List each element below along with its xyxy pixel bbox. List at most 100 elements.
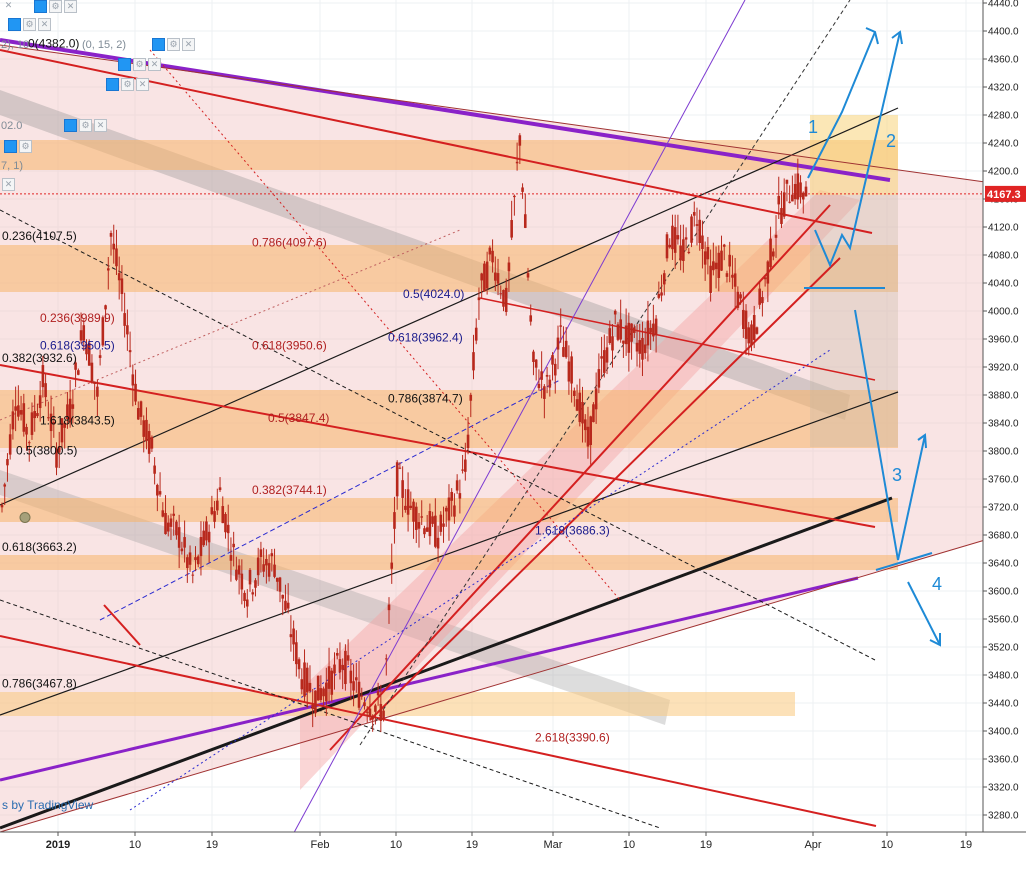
close-icon[interactable]: ✕ [2, 178, 15, 191]
candle-body [556, 337, 560, 350]
candle-body [502, 290, 505, 307]
candle-body [248, 569, 252, 585]
candle-body [510, 220, 513, 238]
gear-icon[interactable]: ⚙ [19, 140, 32, 153]
candle-body [668, 244, 672, 248]
wave-path-4 [907, 581, 941, 646]
y-tick-label: 3360.0 [988, 755, 1019, 766]
candle-body [725, 273, 729, 277]
candle-body [575, 399, 579, 411]
gear-icon[interactable]: ⚙ [121, 78, 134, 91]
y-tick-label: 4400.0 [988, 27, 1019, 38]
candle-body [504, 287, 508, 312]
candle-body [414, 506, 418, 530]
candle-body [507, 262, 511, 272]
candle-body [619, 319, 622, 340]
candle-body [692, 212, 696, 216]
candle-body [608, 328, 612, 344]
candle-body [401, 480, 404, 498]
eye-icon[interactable] [8, 18, 21, 31]
candle-body [128, 350, 132, 353]
eye-icon[interactable] [4, 140, 17, 153]
candle-body [646, 320, 650, 346]
candles [0, 133, 808, 733]
candle-body [483, 263, 486, 292]
candle-body [453, 505, 456, 517]
candle-body [254, 580, 257, 588]
candle-body [352, 681, 355, 691]
eye-icon[interactable] [64, 119, 77, 132]
candle-body [526, 273, 530, 278]
candle-body [19, 410, 23, 415]
candle-body [570, 356, 573, 384]
candle-body [423, 528, 426, 535]
candle-body [801, 192, 805, 200]
candle-body [177, 527, 181, 548]
dashed-line [0, 209, 876, 661]
close-icon[interactable]: ✕ [38, 18, 51, 31]
close-icon[interactable]: ✕ [148, 58, 161, 71]
close-icon[interactable]: ✕ [4, 0, 13, 10]
candle-body [346, 655, 350, 661]
candle-body [793, 183, 797, 200]
candle-body [344, 650, 347, 685]
fib-level-label: 1.618(3843.5) [40, 414, 115, 428]
candle-body [690, 216, 693, 243]
candle-body [235, 569, 238, 580]
close-icon[interactable]: ✕ [64, 0, 77, 13]
y-tick-label: 3640.0 [988, 559, 1019, 570]
candle-body [355, 677, 358, 681]
y-tick-label: 3440.0 [988, 699, 1019, 710]
candle-body [605, 347, 609, 363]
eye-icon[interactable] [34, 0, 47, 13]
gear-icon[interactable]: ⚙ [49, 0, 62, 13]
fib-level-label: 0.236(3989.9) [40, 311, 115, 325]
candle-body [387, 604, 391, 611]
candle-body [676, 235, 680, 240]
candle-body [742, 309, 745, 329]
candle-body [480, 273, 483, 281]
candle-body [662, 273, 666, 285]
y-tick-label: 3280.0 [988, 811, 1019, 822]
candle-body [305, 667, 309, 693]
candle-body [709, 265, 712, 293]
y-tick-label: 3320.0 [988, 783, 1019, 794]
eye-icon[interactable] [106, 78, 119, 91]
close-icon[interactable]: ✕ [182, 38, 195, 51]
candle-body [186, 557, 189, 569]
eye-icon[interactable] [118, 58, 131, 71]
close-icon[interactable]: ✕ [94, 119, 107, 132]
eye-icon[interactable] [152, 38, 165, 51]
candle-body [330, 670, 334, 695]
candle-body [643, 344, 647, 354]
candle-body [649, 327, 652, 333]
gear-icon[interactable]: ⚙ [79, 119, 92, 132]
gear-icon[interactable]: ⚙ [23, 18, 36, 31]
close-icon[interactable]: ✕ [136, 78, 149, 91]
candle-body [622, 340, 625, 344]
candle-body [300, 679, 304, 690]
candle-body [275, 577, 279, 582]
candle-body [104, 305, 107, 310]
candle-body [701, 235, 704, 249]
candle-body [368, 708, 372, 717]
candle-body [172, 513, 176, 516]
candle-body [38, 395, 42, 409]
arrow-head [929, 633, 941, 647]
wave-path-2 [814, 31, 901, 268]
candle-body [384, 658, 388, 660]
candle-body [166, 522, 170, 532]
wave-label-2: 2 [886, 131, 896, 151]
candle-body [436, 537, 440, 549]
candle-body [297, 659, 301, 670]
gear-icon[interactable]: ⚙ [167, 38, 180, 51]
red-dotted-line [149, 49, 621, 601]
candle-body [499, 293, 503, 295]
y-tick-label: 3880.0 [988, 391, 1019, 402]
gear-icon[interactable]: ⚙ [133, 58, 146, 71]
candle-body [322, 688, 325, 697]
candle-body [761, 297, 764, 304]
red-trendline [0, 635, 877, 827]
